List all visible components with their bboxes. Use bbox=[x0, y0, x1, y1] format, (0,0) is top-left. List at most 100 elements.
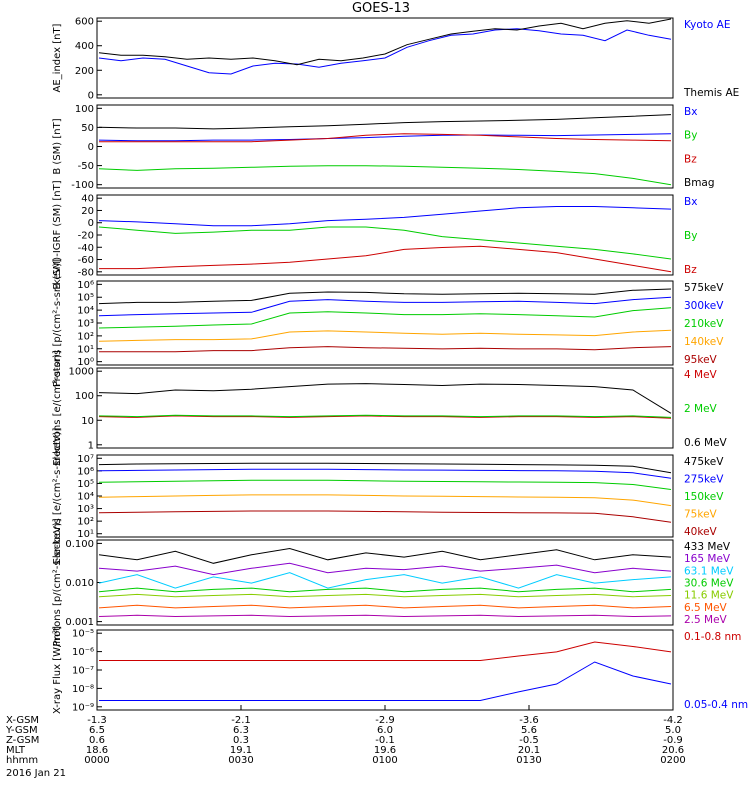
y-tick-label: 100 bbox=[75, 391, 94, 402]
x-row-label: Z-GSM bbox=[6, 735, 39, 746]
y-tick-label: -50 bbox=[78, 161, 94, 172]
x-row-label: Y-GSM bbox=[5, 725, 38, 736]
y-tick-label: 10⁴ bbox=[77, 306, 94, 317]
y-tick-label: 10³ bbox=[77, 319, 94, 330]
x-tick-label: 0200 bbox=[660, 755, 685, 766]
series-line bbox=[98, 562, 672, 576]
series-line bbox=[98, 133, 672, 142]
series-line bbox=[98, 462, 672, 474]
x-tick-label: 5.6 bbox=[521, 725, 537, 736]
y-tick-label: 40 bbox=[81, 194, 94, 205]
x-tick-label: 0130 bbox=[516, 755, 541, 766]
panel-2: -100 -50 0 50 100 B (SM) [nT] Bx By Bz Bmag bbox=[52, 104, 715, 191]
x-tick-label: -2.9 bbox=[375, 715, 395, 726]
y-tick-label: 10⁻⁸ bbox=[72, 684, 94, 695]
x-tick-label: -0.9 bbox=[663, 735, 683, 746]
y-axis-label: B (SM) [nT] bbox=[52, 118, 63, 174]
x-tick-label: 6.0 bbox=[377, 725, 393, 736]
y-tick-label: 400 bbox=[75, 41, 94, 52]
series-line bbox=[98, 165, 672, 186]
series-line bbox=[98, 296, 672, 317]
legend-label: 0.05-0.4 nm bbox=[684, 699, 748, 711]
panel-frame bbox=[96, 539, 674, 626]
legend-label: Bx bbox=[684, 196, 697, 208]
legend-label: By bbox=[684, 130, 697, 142]
legend-label: 11.6 MeV bbox=[684, 590, 734, 602]
y-tick-label: 10⁷ bbox=[77, 454, 94, 465]
y-tick-label: 10⁰ bbox=[77, 357, 94, 368]
legend-label: Kyoto AE bbox=[684, 19, 730, 31]
x-tick-label: -0.5 bbox=[519, 735, 539, 746]
legend-label: 575keV bbox=[684, 282, 724, 294]
legend-label: Bz bbox=[684, 264, 697, 276]
legend-label: 63.1 MeV bbox=[684, 565, 734, 577]
date-label: 2016 Jan 21 bbox=[6, 768, 66, 779]
legend-label: 2.5 MeV bbox=[684, 614, 728, 626]
chart-title: GOES-13 bbox=[352, 1, 410, 16]
x-tick-label: -1.3 bbox=[87, 715, 107, 726]
x-tick-label: 6.3 bbox=[233, 725, 249, 736]
y-tick-label: 1000 bbox=[69, 367, 94, 378]
legend-label: 300keV bbox=[684, 300, 724, 312]
series-line bbox=[98, 329, 672, 342]
legend-label: 2 MeV bbox=[684, 403, 718, 415]
y-axis-label: Electrons [e/(cm²-s-sr)] bbox=[52, 350, 63, 466]
series-line bbox=[98, 510, 672, 523]
legend-label: 140keV bbox=[684, 336, 724, 348]
series-line bbox=[99, 641, 672, 661]
legend-label: 75keV bbox=[684, 509, 718, 521]
y-tick-label: 0.010 bbox=[65, 578, 94, 589]
legend-label: 6.5 MeV bbox=[684, 602, 728, 614]
y-tick-label: 0.001 bbox=[65, 617, 94, 628]
legend-label: 40keV bbox=[684, 526, 718, 538]
y-tick-label: 10⁻⁶ bbox=[72, 647, 94, 658]
panel-frame bbox=[96, 104, 674, 189]
series-line bbox=[98, 206, 672, 227]
y-tick-label: 10⁻⁵ bbox=[72, 629, 94, 640]
x-tick-label: 0000 bbox=[84, 755, 109, 766]
y-axis-label: Electrons [e/(cm²-s-sr-keV)] bbox=[52, 427, 63, 564]
x-tick-label: -4.2 bbox=[663, 715, 683, 726]
x-tick-label: 6.5 bbox=[89, 725, 105, 736]
series-line bbox=[98, 468, 672, 479]
legend-label: 4 MeV bbox=[684, 369, 718, 381]
series-line bbox=[98, 547, 672, 564]
panel-frame bbox=[96, 629, 674, 711]
legend-label: 0.6 MeV bbox=[684, 437, 728, 449]
series-line bbox=[99, 661, 672, 701]
panel-frame bbox=[96, 367, 674, 449]
legend-label: 30.6 MeV bbox=[684, 578, 734, 590]
x-row-label: X-GSM bbox=[6, 715, 39, 726]
y-tick-label: -60 bbox=[78, 255, 94, 266]
y-axis-label: AE_index [nT] bbox=[52, 23, 63, 92]
series-line bbox=[98, 479, 672, 490]
x-tick-label: 20.1 bbox=[518, 745, 540, 756]
x-tick-label: -3.6 bbox=[519, 715, 539, 726]
series-line bbox=[98, 415, 672, 419]
series-line bbox=[98, 604, 672, 609]
x-tick-label: 20.6 bbox=[662, 745, 684, 756]
x-row-label: MLT bbox=[6, 745, 26, 756]
y-axis-label: B (SM)-IGRF (SM) [nT] bbox=[52, 180, 63, 289]
y-tick-label: 200 bbox=[75, 66, 94, 77]
y-tick-label: 10¹ bbox=[77, 344, 94, 355]
legend-label: Bx bbox=[684, 106, 697, 118]
x-tick-label: 0.6 bbox=[89, 735, 105, 746]
y-tick-label: 10¹ bbox=[77, 529, 94, 540]
legend-label: 475keV bbox=[684, 456, 724, 468]
y-tick-label: 100 bbox=[75, 104, 94, 115]
legend-label: Bz bbox=[684, 153, 697, 165]
x-tick-label: 18.6 bbox=[86, 745, 108, 756]
series-line bbox=[98, 494, 672, 507]
legend-label: 95keV bbox=[684, 354, 718, 366]
x-tick-label: 0.3 bbox=[233, 735, 249, 746]
y-tick-label: 0 bbox=[88, 90, 94, 101]
series-line bbox=[99, 346, 672, 353]
y-tick-label: 10⁶ bbox=[77, 280, 94, 291]
series-line bbox=[98, 383, 672, 414]
series-line bbox=[98, 587, 672, 593]
